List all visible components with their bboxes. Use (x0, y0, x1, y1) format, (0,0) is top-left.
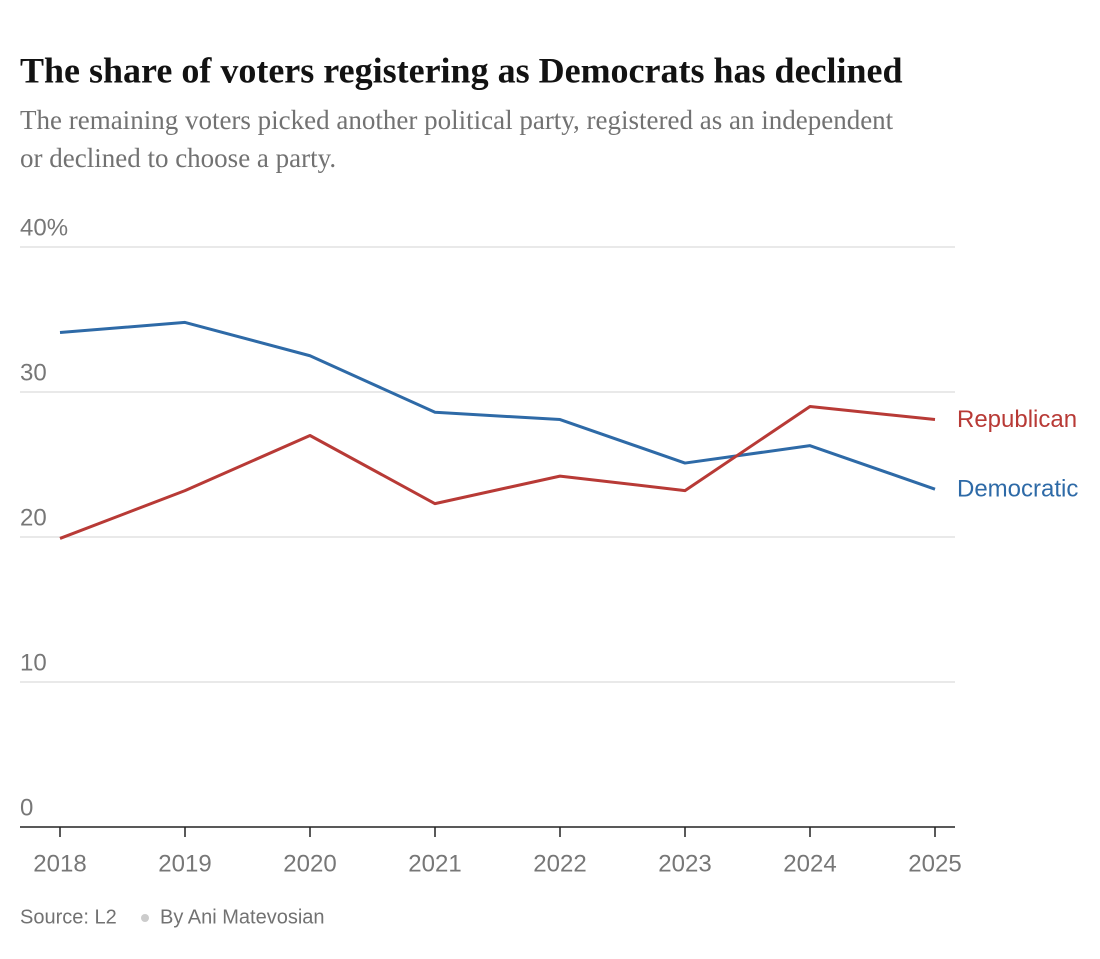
x-tick-label: 2021 (408, 850, 461, 877)
x-tick-label: 2020 (283, 850, 336, 877)
y-tick-label: 0 (20, 794, 33, 821)
x-tick-label: 2024 (783, 850, 836, 877)
data-line (59, 320, 936, 491)
y-tick-label: 10 (20, 649, 47, 676)
x-tick-label: 2022 (533, 850, 586, 877)
y-tick-label: 40% (20, 214, 68, 241)
x-tick-label: 2025 (908, 850, 961, 877)
data-line (59, 405, 936, 540)
series-label: Democratic (957, 475, 1078, 502)
x-tick-label: 2023 (658, 850, 711, 877)
x-tick-label: 2018 (33, 850, 86, 877)
source: Source: L2 (20, 906, 117, 928)
y-tick-label: 30 (20, 359, 47, 386)
chart-subtitle: or declined to choose a party. (20, 143, 336, 173)
y-tick-label: 20 (20, 504, 47, 531)
x-tick-label: 2019 (158, 850, 211, 877)
separator-dot (141, 914, 149, 922)
chart-title: The share of voters registering as Democ… (20, 50, 903, 90)
byline: By Ani Matevosian (160, 906, 325, 928)
chart-subtitle: The remaining voters picked another poli… (20, 105, 894, 135)
series-label: Republican (957, 406, 1077, 433)
